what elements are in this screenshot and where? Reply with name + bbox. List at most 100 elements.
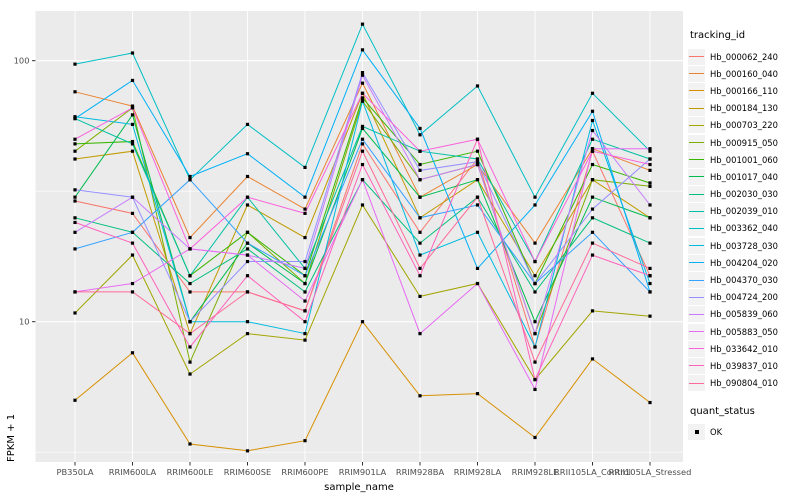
legend-item: Hb_002030_030 — [688, 186, 800, 203]
data-point — [590, 230, 595, 234]
data-point — [245, 122, 250, 126]
legend-label: Hb_005839_060 — [710, 309, 778, 320]
data-point — [475, 266, 480, 271]
data-point — [73, 216, 77, 220]
data-point — [73, 230, 77, 234]
data-point — [73, 62, 77, 66]
line-swatch-icon — [689, 142, 704, 144]
data-point — [245, 203, 250, 207]
data-point — [245, 320, 250, 324]
data-point — [245, 253, 250, 257]
data-point — [73, 290, 77, 294]
data-point — [648, 149, 652, 153]
legend-item: Hb_033642_010 — [688, 340, 800, 357]
data-point — [533, 387, 537, 392]
x-tick-label: RRIM600LE — [167, 467, 214, 477]
data-point — [188, 320, 192, 324]
data-point — [533, 290, 537, 294]
data-point — [360, 96, 365, 100]
data-point — [590, 162, 595, 167]
legend-swatch — [688, 237, 705, 254]
data-point — [533, 360, 537, 364]
legend-swatch — [688, 306, 705, 323]
data-point — [73, 199, 77, 203]
legend-swatch — [688, 48, 705, 65]
legend: tracking_id Hb_000062_240 Hb_000160_040 Hb… — [688, 30, 800, 441]
legend-label: Hb_004370_030 — [710, 275, 778, 286]
legend-label: Hb_005883_050 — [710, 326, 778, 337]
legend-label: Hb_004724_200 — [710, 292, 778, 303]
data-point — [245, 152, 250, 156]
data-point — [188, 372, 192, 376]
data-point — [188, 442, 192, 446]
data-point — [590, 207, 595, 211]
data-point — [418, 274, 422, 278]
data-point — [590, 149, 595, 153]
data-point — [245, 449, 250, 453]
line-swatch-icon — [689, 331, 704, 333]
data-point — [648, 400, 652, 405]
x-tick-label: RRIM600PE — [281, 467, 328, 477]
data-point — [360, 126, 365, 131]
data-point — [73, 195, 77, 199]
line-swatch-icon — [689, 296, 704, 298]
legend-swatch — [688, 375, 705, 392]
data-point — [418, 216, 422, 220]
data-point — [590, 128, 595, 133]
data-point — [303, 290, 307, 294]
data-point — [360, 178, 365, 182]
data-point — [475, 84, 480, 88]
data-point — [188, 178, 192, 182]
data-point — [648, 181, 652, 185]
data-point — [73, 149, 77, 153]
data-point — [303, 309, 307, 313]
data-point — [418, 149, 422, 153]
data-point — [418, 162, 422, 167]
x-tick-label: RRIM928LA — [454, 467, 502, 477]
legend-swatch — [688, 323, 705, 340]
data-point — [648, 281, 652, 286]
data-point — [475, 230, 480, 234]
data-point — [648, 157, 652, 161]
legend-item: Hb_000062_240 — [688, 48, 800, 65]
y-tick-label: 10 — [19, 317, 30, 327]
data-point — [130, 106, 135, 110]
quant-legend-item: OK — [688, 424, 800, 441]
legend-swatch — [688, 168, 705, 185]
data-point — [303, 207, 307, 211]
data-point — [188, 174, 192, 179]
data-point — [130, 281, 135, 286]
data-point — [245, 332, 250, 336]
data-point — [130, 230, 135, 234]
data-point — [475, 178, 480, 182]
data-point — [648, 274, 652, 278]
data-point — [245, 174, 250, 179]
data-point — [475, 392, 480, 396]
legend-item: Hb_001001_060 — [688, 151, 800, 168]
y-axis-title: FPKM + 1 — [6, 413, 17, 462]
legend-label: Hb_000160_040 — [710, 68, 778, 79]
legend-item: Hb_003362_040 — [688, 220, 800, 237]
data-point — [590, 147, 595, 151]
legend-item: Hb_004724_200 — [688, 289, 800, 306]
legend-label: Hb_000915_050 — [710, 137, 778, 148]
legend-swatch — [688, 203, 705, 220]
data-point — [188, 235, 192, 240]
data-point — [73, 137, 77, 141]
data-point — [303, 338, 307, 342]
line-swatch-icon — [689, 227, 704, 229]
data-point — [130, 142, 135, 146]
data-point — [130, 253, 135, 257]
x-tick-label: PB350LA — [56, 467, 93, 477]
data-point — [303, 281, 307, 286]
legend-swatch — [688, 117, 705, 134]
data-point — [648, 241, 652, 245]
legend-label: Hb_000703_220 — [710, 120, 778, 131]
data-point — [418, 241, 422, 245]
legend-swatch — [688, 220, 705, 237]
data-point — [303, 299, 307, 303]
legend-label: Hb_004204_020 — [710, 257, 778, 268]
legend-swatch — [688, 151, 705, 168]
data-point — [130, 113, 135, 117]
data-point — [590, 216, 595, 220]
